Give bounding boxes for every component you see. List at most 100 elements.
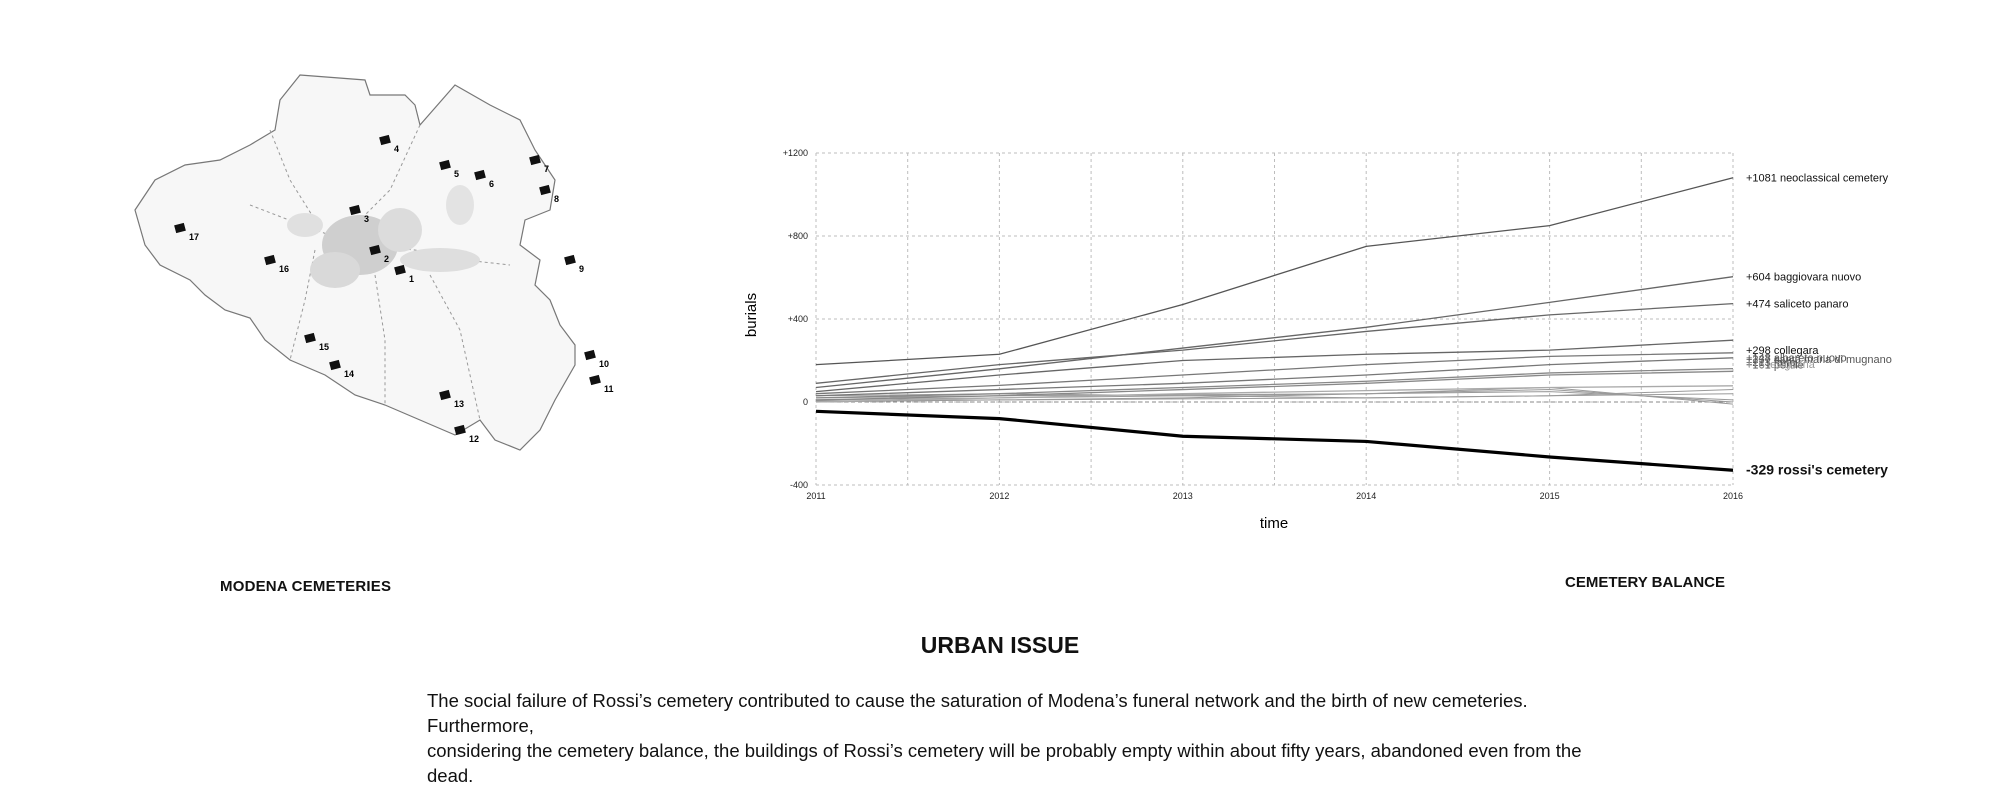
series-line: [815, 409, 1734, 472]
cemetery-marker: 10: [584, 349, 609, 369]
x-axis-label: time: [1260, 515, 1288, 532]
cemetery-marker-shape: [589, 374, 601, 386]
series-line: [815, 177, 1734, 366]
series-line: [815, 385, 1734, 403]
cemetery-marker-label: 12: [469, 434, 479, 444]
cemetery-marker-shape: [349, 204, 361, 216]
cemetery-marker: 7: [529, 154, 549, 174]
cemetery-marker: 6: [474, 169, 494, 189]
cemetery-marker: 16: [264, 254, 289, 274]
series-label: +474 saliceto panaro: [1746, 299, 1848, 311]
cemetery-marker-label: 15: [319, 342, 329, 352]
series-line: [815, 367, 1734, 399]
series-line: [815, 370, 1734, 401]
cemetery-marker: 5: [439, 159, 459, 179]
cemetery-marker-shape: [174, 222, 186, 234]
cemetery-marker: 17: [174, 222, 199, 242]
cemetery-marker: 1: [394, 264, 414, 284]
cemetery-marker-shape: [584, 349, 596, 361]
series-labels: +1081 neoclassical cemetery +604 baggiova…: [1746, 173, 1892, 478]
cemetery-marker-label: 4: [394, 144, 399, 154]
cemetery-marker-shape: [529, 154, 541, 166]
cemetery-marker-label: 13: [454, 399, 464, 409]
section-title: URBAN ISSUE: [920, 632, 1080, 658]
cemetery-marker-label: 11: [604, 384, 614, 394]
x-tick-label: 2014: [1356, 491, 1376, 501]
cemetery-marker-label: 3: [364, 214, 369, 224]
series-label: +237 santa maria di mugnano: [1746, 354, 1892, 366]
cemetery-marker-shape: [379, 134, 391, 146]
cemetery-marker-label: 9: [579, 264, 584, 274]
series-line: [815, 352, 1734, 395]
series-lines: [815, 177, 1734, 472]
cemetery-marker: 2: [369, 244, 389, 264]
x-tick-label: 2013: [1173, 491, 1193, 501]
body-line-2: considering the cemetery balance, the bu…: [427, 740, 1582, 786]
series-label: +148 albareto nuovo: [1746, 352, 1847, 364]
cemetery-marker-label: 17: [189, 232, 199, 242]
series-label: +604 baggiovara nuovo: [1746, 272, 1861, 284]
cemetery-marker-shape: [539, 184, 551, 196]
urban-area: [287, 185, 480, 288]
series-line: [815, 302, 1734, 384]
cemetery-marker-shape: [439, 389, 451, 401]
cemetery-marker: 13: [439, 389, 464, 409]
cemetery-marker-shape: [304, 332, 316, 344]
x-tick-label: 2016: [1723, 491, 1743, 501]
y-tick-label: +400: [788, 314, 808, 324]
cemetery-marker: 8: [539, 184, 559, 204]
cemetery-marker-label: 6: [489, 179, 494, 189]
y-tick-label: -400: [790, 480, 808, 490]
chart-grid: [815, 152, 1734, 486]
minor-series-line: [815, 393, 1734, 402]
cemetery-marker-label: 10: [599, 359, 609, 369]
y-tick-label: +800: [788, 231, 808, 241]
cemetery-balance-chart: +1200 +800 +400 0 -400 2011 2012 2013 2014 2015 20…: [730, 135, 1930, 555]
cemetery-marker: 4: [379, 134, 399, 154]
cemetery-marker-label: 8: [554, 194, 559, 204]
series-line: [815, 357, 1734, 397]
y-axis-label: burials: [743, 293, 760, 337]
series-label: +213 freto: [1746, 357, 1796, 369]
map-caption: MODENA CEMETERIES: [220, 578, 392, 595]
x-tick-label: 2015: [1540, 491, 1560, 501]
series-label: +298 collegara: [1746, 345, 1819, 357]
cemetery-marker-shape: [394, 264, 406, 276]
cemetery-marker: 11: [589, 374, 614, 394]
cemetery-marker: 15: [304, 332, 329, 352]
series-line: [815, 339, 1734, 393]
body-line-1: The social failure of Rossi’s cemetery c…: [427, 690, 1528, 736]
cemetery-marker-label: 2: [384, 254, 389, 264]
chart-caption: CEMETERY BALANCE: [1565, 574, 1726, 591]
cemetery-marker-shape: [454, 424, 466, 436]
series-label: +78 lesignana: [1746, 359, 1816, 371]
cemetery-marker: 12: [454, 424, 479, 444]
cemetery-marker-shape: [474, 169, 486, 181]
x-tick-label: 2011: [806, 491, 825, 501]
cemetery-marker-label: 5: [454, 169, 459, 179]
cemetery-marker: 9: [564, 254, 584, 274]
cemetery-marker-label: 14: [344, 369, 354, 379]
series-label: +1081 neoclassical cemetery: [1746, 173, 1889, 185]
cemetery-marker: 14: [329, 359, 354, 379]
cemetery-marker-label: 1: [409, 274, 414, 284]
section-body: The social failure of Rossi’s cemetery c…: [427, 688, 1627, 788]
modena-map: 1 2 3 4 5 6 7 8 9 10 11 12 13 14 15 16 17: [130, 60, 670, 580]
cemetery-marker-shape: [264, 254, 276, 266]
cemetery-marker-shape: [369, 244, 381, 256]
cemetery-marker: 3: [349, 204, 369, 224]
series-label: -329 rossi's cemetery: [1746, 461, 1888, 477]
y-tick-label: +1200: [783, 148, 808, 158]
series-line: [815, 276, 1734, 389]
series-label: +161 portile: [1746, 360, 1804, 372]
x-tick-label: 2012: [989, 491, 1009, 501]
y-tick-label: 0: [803, 397, 808, 407]
cemetery-marker-shape: [564, 254, 576, 266]
cemetery-marker-label: 7: [544, 164, 549, 174]
cemetery-marker-shape: [439, 159, 451, 171]
cemetery-marker-shape: [329, 359, 341, 371]
cemetery-marker-label: 16: [279, 264, 289, 274]
